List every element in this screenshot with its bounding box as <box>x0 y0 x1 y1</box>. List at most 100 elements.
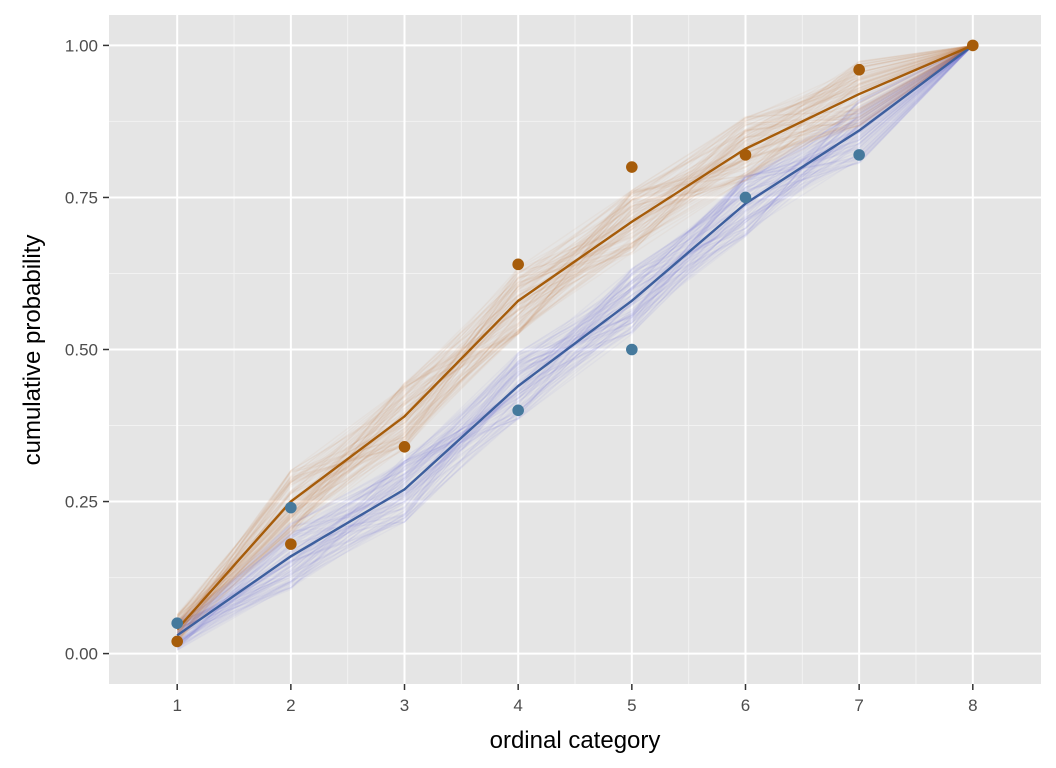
posterior-draw-line <box>176 44 974 638</box>
posterior-draw-line <box>176 44 973 636</box>
posterior-draw-line <box>176 44 974 631</box>
x-axis: 1 2 3 4 5 6 7 8 <box>172 684 978 715</box>
posterior-draw-line <box>176 44 974 625</box>
posterior-draw-line <box>176 44 974 617</box>
observed-point <box>739 191 752 204</box>
posterior-draw-line <box>176 44 974 626</box>
posterior-draw-line <box>176 44 974 634</box>
posterior-draw-line <box>176 44 974 616</box>
posterior-draw-line <box>176 44 973 618</box>
posterior-draw-line <box>176 44 974 637</box>
posterior-draw-line <box>176 44 974 643</box>
posterior-draw-line <box>176 44 974 645</box>
posterior-draw-line <box>176 44 974 617</box>
posterior-draw-line <box>176 44 974 631</box>
posterior-draw-line <box>176 44 974 636</box>
observed-point <box>626 343 638 356</box>
observed-point <box>853 63 865 76</box>
posterior-draw-line <box>176 44 974 635</box>
posterior-draw-line <box>176 44 974 630</box>
posterior-draw-line <box>176 44 974 628</box>
posterior-draw-line <box>176 44 974 632</box>
posterior-draw-line <box>176 44 974 649</box>
observed-point <box>626 161 638 173</box>
posterior-draw-line <box>176 44 974 642</box>
x-tick-label: 4 <box>513 696 522 715</box>
posterior-draw-line <box>176 44 974 627</box>
posterior-draw-line <box>176 44 973 634</box>
posterior-draw-line <box>176 44 974 622</box>
observed-point <box>739 149 752 161</box>
posterior-draw-line <box>176 44 974 650</box>
posterior-draw-line <box>176 44 974 636</box>
posterior-draw-line <box>176 44 974 626</box>
posterior-draw-line <box>176 44 974 627</box>
posterior-draw-line <box>176 44 973 626</box>
posterior-draw-line <box>176 44 973 624</box>
posterior-draw-line <box>176 44 973 637</box>
posterior-draw-line <box>176 44 974 645</box>
posterior-draw-line <box>176 44 974 647</box>
posterior-draw-line <box>176 44 974 632</box>
posterior-draw-line <box>176 44 974 641</box>
observed-point <box>285 501 297 514</box>
posterior-draw-line <box>176 44 974 637</box>
posterior-draw-line <box>176 44 973 626</box>
posterior-draw-line <box>176 44 974 630</box>
posterior-draw-line <box>176 44 974 642</box>
posterior-draw-line <box>176 44 974 626</box>
y-tick-label: 1.00 <box>65 36 98 55</box>
posterior-draw-line <box>176 44 974 624</box>
posterior-draw-line <box>176 44 974 628</box>
posterior-draw-line <box>176 44 974 638</box>
posterior-draw-line <box>176 44 974 643</box>
posterior-draw-line <box>176 44 974 634</box>
posterior-draw-line <box>176 44 974 630</box>
posterior-draw-line <box>176 44 973 617</box>
posterior-draw-line <box>176 44 974 635</box>
posterior-draw-line <box>176 44 974 626</box>
x-tick-label: 6 <box>741 696 750 715</box>
x-tick-label: 2 <box>286 696 295 715</box>
posterior-draw-line <box>176 44 973 644</box>
posterior-draw-line <box>176 44 974 625</box>
posterior-draw-line <box>176 44 974 632</box>
observed-point <box>285 538 297 550</box>
posterior-draw-line <box>176 44 974 626</box>
y-axis-title: cumulative probability <box>19 235 46 466</box>
posterior-draw-line <box>176 44 974 651</box>
posterior-draw-line <box>176 44 974 634</box>
posterior-draw-line <box>176 44 974 629</box>
posterior-draw-line <box>176 44 974 643</box>
y-tick-label: 0.50 <box>65 341 98 360</box>
posterior-draw-line <box>176 44 974 624</box>
posterior-draw-line <box>176 44 974 631</box>
posterior-draw-line <box>176 44 974 647</box>
observed-point <box>512 404 524 417</box>
posterior-draw-line <box>176 44 974 628</box>
posterior-draw-line <box>176 44 974 623</box>
posterior-draw-line <box>176 44 974 625</box>
posterior-draw-line <box>176 44 974 648</box>
posterior-draw-line <box>176 44 974 626</box>
posterior-draw-line <box>176 44 974 645</box>
x-axis-title: ordinal category <box>490 727 661 754</box>
posterior-draw-line <box>176 44 973 644</box>
posterior-draw-line <box>176 44 974 637</box>
posterior-draw-line <box>176 44 974 640</box>
x-tick-label: 8 <box>968 696 977 715</box>
posterior-draw-line <box>176 44 973 616</box>
posterior-draw-line <box>176 44 974 640</box>
posterior-draw-line <box>176 44 974 627</box>
posterior-draw-line <box>176 44 974 622</box>
posterior-draw-line <box>176 44 974 634</box>
posterior-draw-line <box>176 44 974 623</box>
posterior-draw-line <box>176 44 974 632</box>
posterior-draw-line <box>176 44 974 645</box>
posterior-draw-line <box>176 44 974 631</box>
posterior-draw-line <box>176 44 974 640</box>
posterior-draw-line <box>176 44 974 639</box>
posterior-draw-line <box>176 44 974 644</box>
posterior-draw-line <box>176 44 974 651</box>
